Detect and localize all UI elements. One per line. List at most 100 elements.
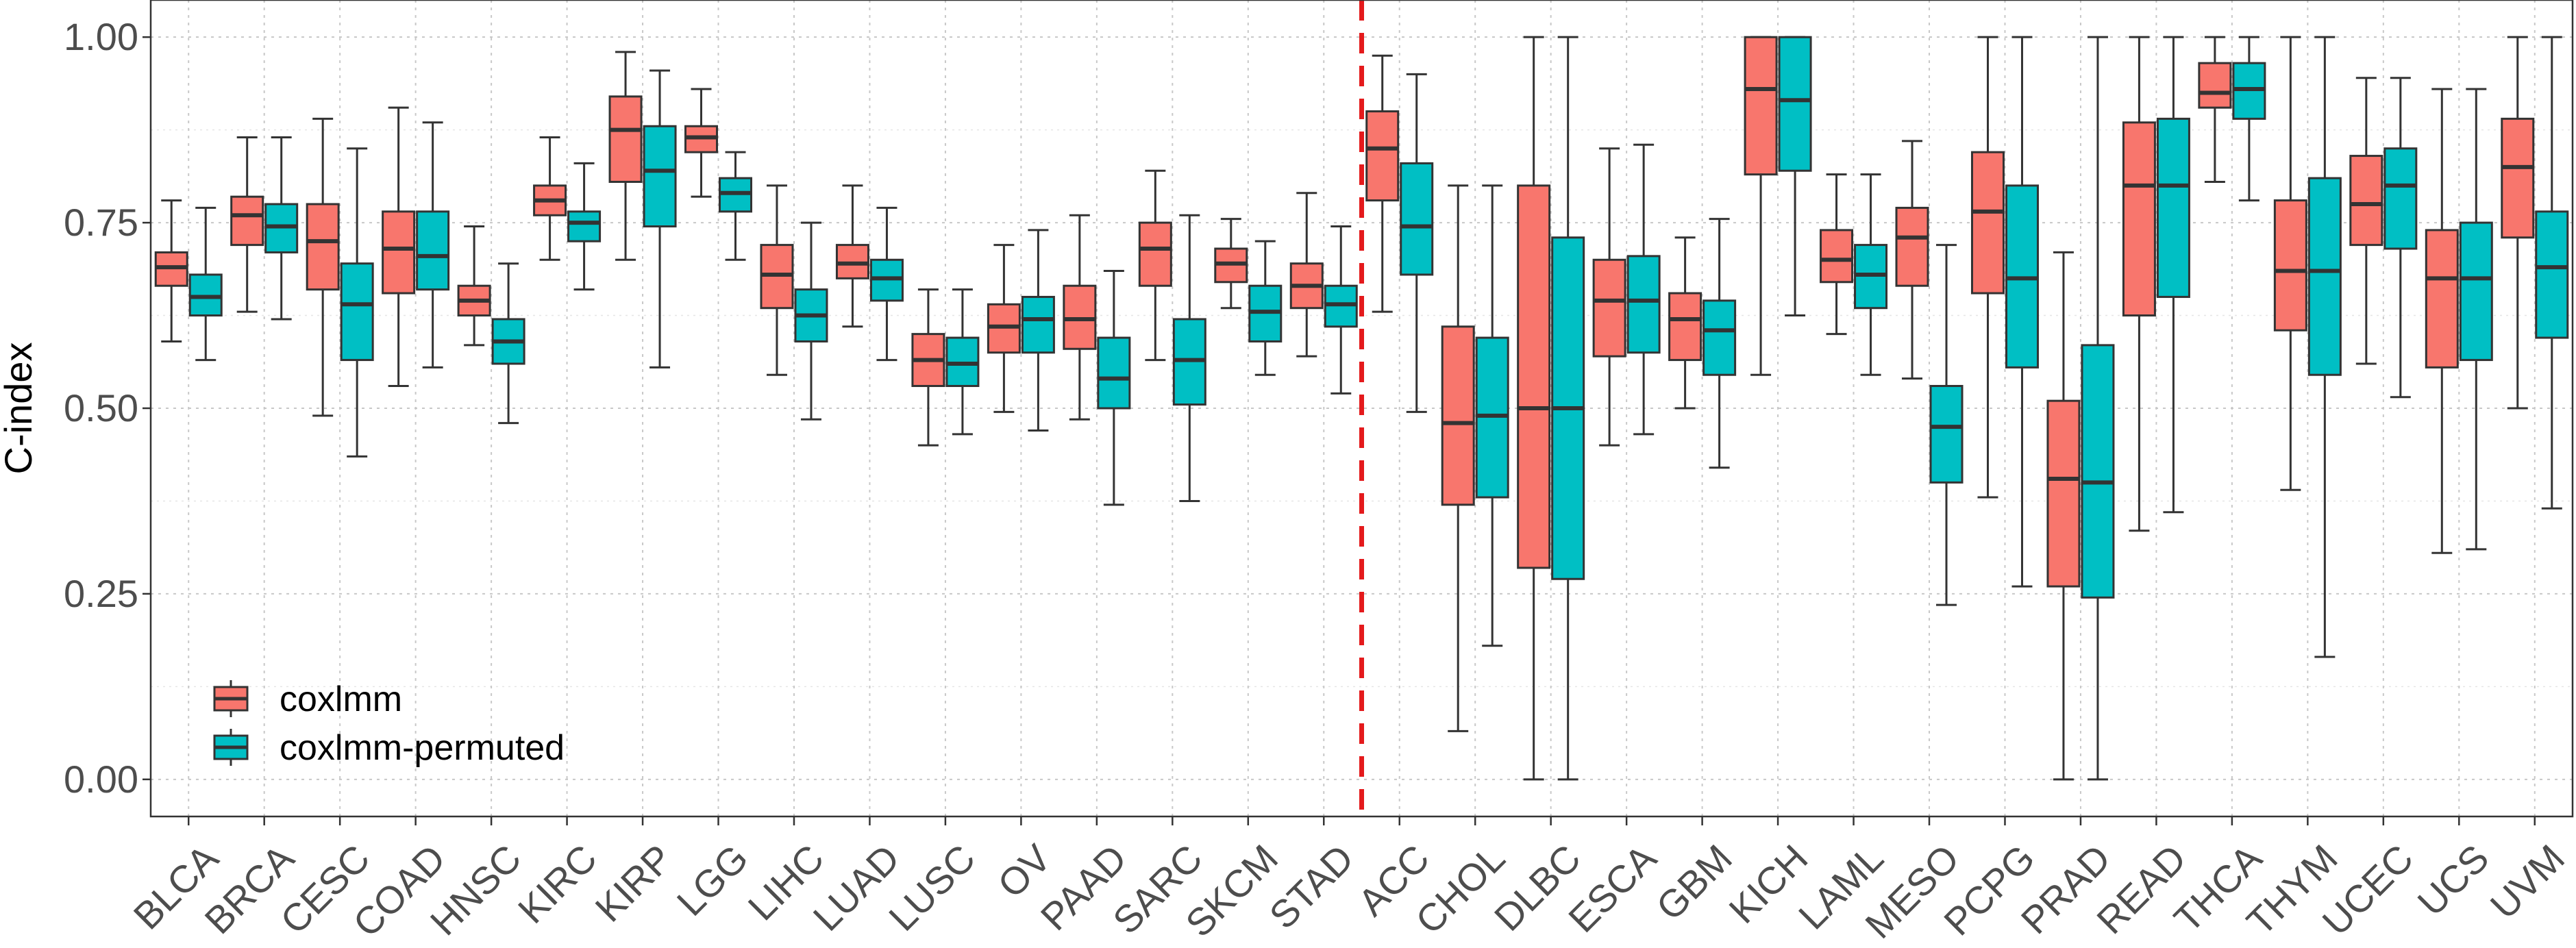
box-body [1021,295,1055,354]
box-LGG-coxlmm [684,88,719,198]
box-BRCA-coxlmm-permuted [264,136,299,321]
box-LUAD-coxlmm-permuted [869,206,904,362]
y-tick-label: 0.75 [64,201,138,244]
box-PAAD-coxlmm [1063,214,1097,421]
box-body [2156,117,2190,298]
box-KIRC-coxlmm-permuted [567,162,602,291]
box-COAD-coxlmm [382,106,416,387]
box-UCS-coxlmm [2425,88,2459,554]
y-tick-label: 0.50 [64,386,138,429]
box-PAAD-coxlmm-permuted [1097,270,1131,506]
box-STAD-coxlmm-permuted [1324,225,1358,395]
box-STAD-coxlmm [1289,192,1324,358]
box-THCA-coxlmm-permuted [2232,36,2266,202]
box-PCPG-coxlmm-permuted [2005,36,2039,588]
box-body [1400,162,1434,276]
box-CESC-coxlmm [306,117,340,417]
box-UVM-coxlmm-permuted [2535,36,2569,510]
box-LGG-coxlmm-permuted [719,151,753,261]
legend-entry-coxlmm-permuted: coxlmm-permuted [213,728,565,768]
box-BLCA-coxlmm-permuted [188,206,223,362]
box-PRAD-coxlmm-permuted [2081,36,2115,781]
box-SARC-coxlmm [1138,169,1172,362]
box-GBM-coxlmm-permuted [1702,218,1737,469]
box-body [2046,399,2081,588]
box-LIHC-coxlmm-permuted [794,221,828,421]
box-CESC-coxlmm-permuted [340,147,374,458]
box-body [306,203,340,291]
box-KICH-coxlmm-permuted [1778,36,1812,317]
box-OV-coxlmm [987,244,1021,413]
box-body [2501,117,2535,239]
box-GBM-coxlmm [1668,236,1702,410]
box-body [230,195,264,247]
box-LIHC-coxlmm [760,184,794,376]
box-UCS-coxlmm-permuted [2459,88,2493,551]
box-READ-coxlmm [2122,36,2156,532]
box-body [1778,36,1812,172]
box-body [1517,184,1551,569]
legend: coxlmm coxlmm-permuted [213,679,565,768]
y-axis: 0.00 0.25 0.50 0.75 1.00 [64,15,151,801]
box-READ-coxlmm-permuted [2156,36,2190,514]
box-body [1970,151,2005,295]
box-LAML-coxlmm-permuted [1854,173,1888,376]
box-HNSC-coxlmm-permuted [491,262,525,425]
box-ESCA-coxlmm-permuted [1626,143,1661,436]
box-body [416,210,450,291]
box-SKCM-coxlmm-permuted [1248,240,1283,376]
box-ACC-coxlmm [1365,54,1400,313]
box-LAML-coxlmm [1820,173,1854,336]
box-BLCA-coxlmm [154,199,188,342]
box-UCEC-coxlmm-permuted [2383,77,2418,399]
y-tick-label: 1.00 [64,15,138,58]
box-CHOL-coxlmm [1441,184,1475,732]
box-THYM-coxlmm [2273,36,2307,491]
box-COAD-coxlmm-permuted [416,121,450,369]
box-SKCM-coxlmm [1214,218,1248,310]
box-HNSC-coxlmm [457,225,491,347]
grid-lines [151,0,2573,816]
y-tick-label: 0.25 [64,572,138,615]
box-ACC-coxlmm-permuted [1400,73,1434,413]
box-UVM-coxlmm [2501,36,2535,410]
box-body [2383,147,2418,250]
box-OV-coxlmm-permuted [1021,229,1055,432]
box-body [2122,121,2156,317]
box-MESO-coxlmm [1895,140,1929,380]
box-body [2349,155,2383,247]
box-body [2535,210,2569,339]
box-CHOL-coxlmm-permuted [1475,184,1509,647]
legend-entry-coxlmm: coxlmm [213,679,402,719]
box-body [2273,199,2307,332]
box-body [2198,62,2232,109]
y-axis-title: C-index [0,342,40,475]
box-KIRP-coxlmm [608,51,643,261]
legend-label-coxlmm: coxlmm [280,679,402,719]
box-PRAD-coxlmm [2046,251,2081,781]
box-body [2081,344,2115,599]
box-body [1365,110,1400,202]
box-body [1668,292,1702,362]
box-body [2307,177,2342,376]
box-LUAD-coxlmm [835,184,869,328]
box-THCA-coxlmm [2198,36,2232,183]
box-body [1820,229,1854,284]
y-tick-label: 0.00 [64,758,138,801]
box-body [1097,336,1131,410]
box-KIRC-coxlmm [533,136,567,261]
legend-label-coxlmm-permuted: coxlmm-permuted [280,728,565,768]
box-layer [154,36,2569,781]
box-body [1702,299,1737,376]
box-KIRP-coxlmm-permuted [643,69,677,369]
box-body [382,210,416,295]
box-LUSC-coxlmm-permuted [945,288,980,436]
box-body [1138,221,1172,287]
box-LUSC-coxlmm [911,288,945,447]
box-MESO-coxlmm-permuted [1929,244,1964,606]
box-body [1441,325,1475,506]
box-ESCA-coxlmm [1592,147,1626,447]
box-body [340,262,374,362]
